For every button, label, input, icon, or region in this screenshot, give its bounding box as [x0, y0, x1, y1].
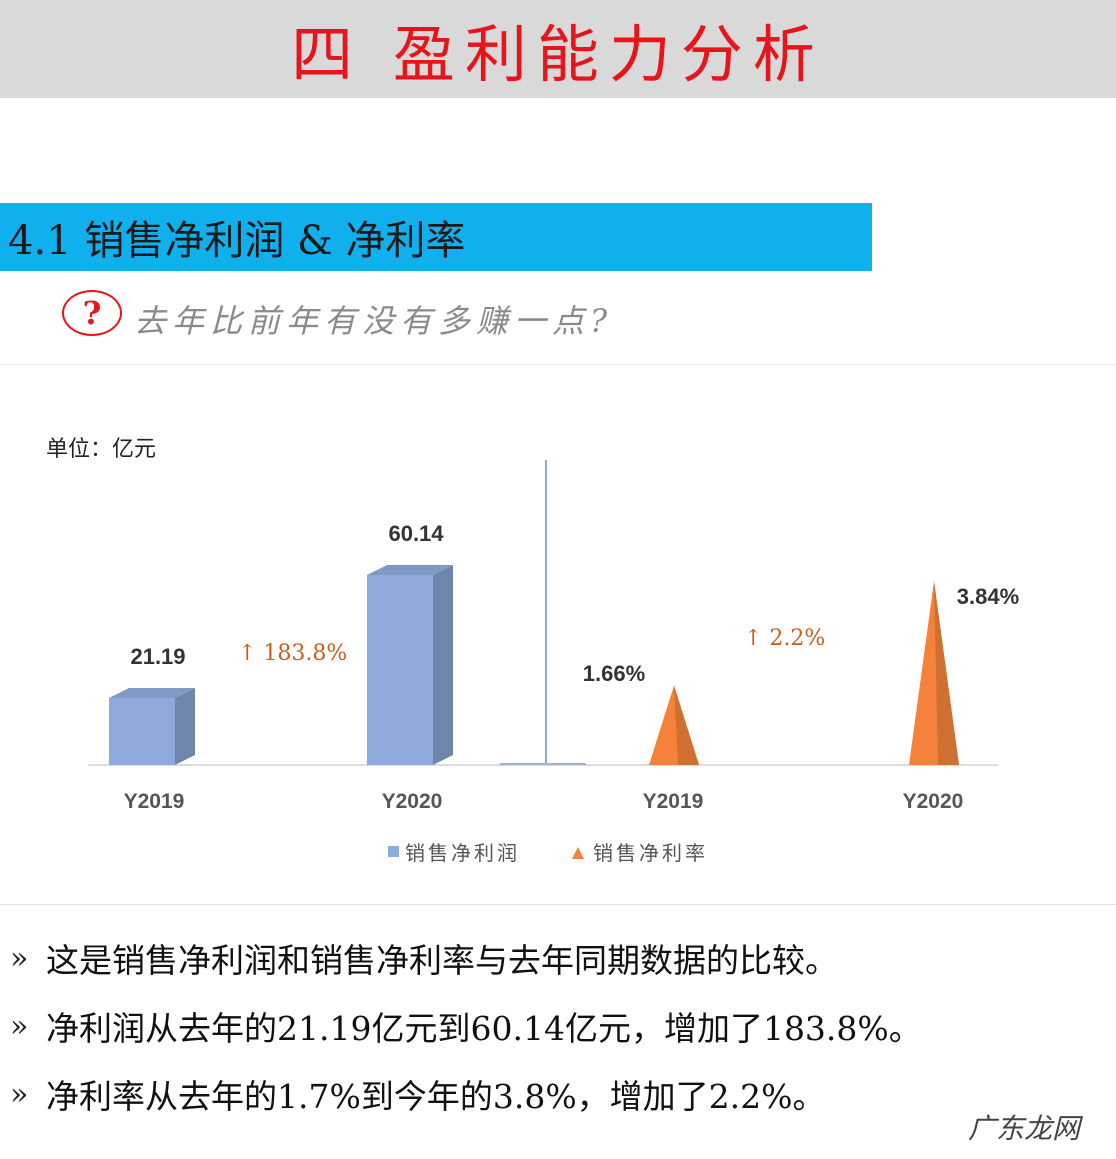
legend-label: 销售净利率 — [593, 841, 708, 865]
question-mark-icon: ? — [62, 290, 122, 336]
bar — [109, 698, 175, 765]
bullet-marker: » — [10, 940, 29, 976]
x-tick-label: Y2019 — [643, 790, 704, 813]
bullet-text: 这是销售净利润和销售净利率与去年同期数据的比较。 — [46, 941, 838, 980]
unit-label: 单位：亿元 — [46, 436, 156, 461]
x-tick-label: Y2020 — [382, 790, 443, 813]
bullet-marker: » — [10, 1008, 29, 1044]
bullet-3: » 净利率从去年的1.7%到今年的3.8%，增加了2.2%。 — [10, 1070, 826, 1118]
change-label: ↑ 2.2% — [744, 626, 825, 651]
bar-side — [175, 688, 195, 765]
bullet-text: 净利率从去年的1.7%到今年的3.8%，增加了2.2%。 — [46, 1077, 826, 1116]
change-label: ↑ 183.8% — [238, 641, 347, 666]
cone-value-label: 1.66% — [583, 661, 645, 686]
cone-shade — [934, 581, 959, 765]
page-title: 四 盈利能力分析 — [291, 18, 825, 91]
bar — [367, 575, 433, 765]
section-bar — [0, 203, 872, 271]
bullet-marker: » — [10, 1076, 29, 1112]
legend-marker-triangle — [572, 847, 584, 859]
bar-top — [109, 688, 195, 699]
bar-top — [367, 565, 453, 575]
question-text: 去年比前年有没有多赚一点? — [134, 302, 614, 340]
bar-side — [433, 565, 453, 765]
x-tick-label: Y2020 — [903, 790, 964, 813]
bullet-text: 净利润从去年的21.19亿元到60.14亿元，增加了183.8%。 — [46, 1009, 922, 1048]
bar-value-label: 21.19 — [130, 644, 185, 669]
cone-value-label: 3.84% — [957, 584, 1019, 609]
watermark: 广东龙网 — [967, 1112, 1080, 1145]
legend-marker-square — [388, 846, 399, 857]
bar-value-label: 60.14 — [388, 521, 444, 546]
bullet-2: » 净利润从去年的21.19亿元到60.14亿元，增加了183.8%。 — [10, 1002, 922, 1050]
divider-bottom — [0, 904, 1116, 905]
title-bar — [0, 0, 1116, 98]
section-heading: 4.1 销售净利润 & 净利率 — [8, 218, 466, 264]
legend-label: 销售净利润 — [405, 841, 520, 865]
x-tick-label: Y2019 — [124, 790, 185, 813]
cone-shade — [674, 685, 699, 765]
bullet-1: » 这是销售净利润和销售净利率与去年同期数据的比较。 — [10, 934, 838, 982]
divider-top — [0, 364, 1116, 365]
